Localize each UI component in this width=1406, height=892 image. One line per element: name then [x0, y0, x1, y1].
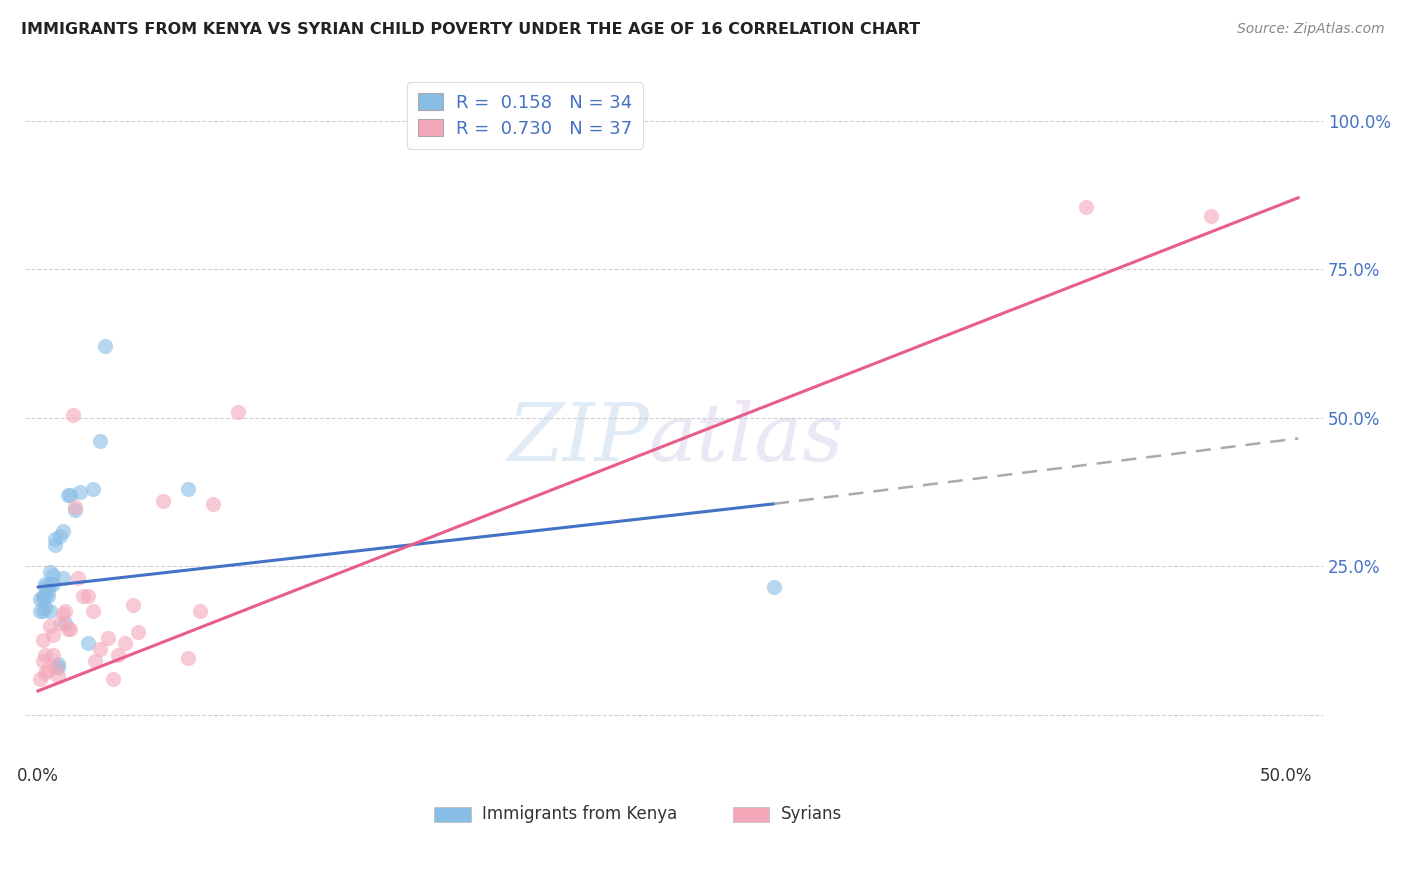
Point [82, 482, 104, 496]
Point [97, 631, 120, 645]
Point [1074, 200, 1097, 214]
Point [34, 589, 56, 603]
Text: Source: ZipAtlas.com: Source: ZipAtlas.com [1237, 22, 1385, 37]
Point [72, 589, 94, 603]
Point [763, 580, 786, 594]
Point [52, 524, 75, 538]
Point [152, 493, 174, 508]
Point [66, 571, 89, 585]
Text: IMMIGRANTS FROM KENYA VS SYRIAN CHILD POVERTY UNDER THE AGE OF 16 CORRELATION CH: IMMIGRANTS FROM KENYA VS SYRIAN CHILD PO… [21, 22, 920, 37]
Point [44, 533, 66, 547]
Point [39, 604, 62, 618]
Point [37, 582, 59, 597]
Point [34, 600, 56, 615]
Point [56, 622, 79, 636]
Point [46, 669, 69, 683]
Point [44, 538, 66, 552]
Point [46, 657, 69, 672]
Text: ZIP: ZIP [506, 400, 648, 477]
Text: atlas: atlas [648, 400, 844, 477]
Text: Syrians: Syrians [780, 805, 842, 823]
Point [82, 604, 104, 618]
Point [1199, 209, 1222, 223]
Point [89, 434, 111, 449]
Point [39, 577, 62, 591]
Point [34, 577, 56, 591]
Point [65, 502, 87, 516]
Point [42, 577, 65, 591]
Point [46, 660, 69, 674]
Point [121, 598, 143, 612]
Point [62, 408, 84, 422]
Point [39, 618, 62, 632]
Point [127, 624, 149, 639]
Point [32, 591, 55, 606]
Point [37, 589, 59, 603]
Point [114, 636, 136, 650]
Point [37, 663, 59, 677]
Point [65, 500, 87, 514]
Point [30, 604, 52, 618]
Point [94, 339, 117, 353]
Point [32, 633, 55, 648]
Point [226, 405, 249, 419]
Point [49, 615, 72, 630]
Point [101, 672, 124, 686]
Point [76, 589, 98, 603]
Point [52, 571, 75, 585]
Point [49, 529, 72, 543]
Point [32, 654, 55, 668]
Point [42, 648, 65, 663]
Point [59, 488, 82, 502]
FancyBboxPatch shape [434, 807, 471, 822]
Legend: R =  0.158   N = 34, R =  0.730   N = 37: R = 0.158 N = 34, R = 0.730 N = 37 [408, 82, 643, 148]
Point [55, 615, 77, 630]
Point [32, 589, 55, 603]
Point [176, 482, 198, 496]
Point [30, 591, 52, 606]
Point [76, 636, 98, 650]
Point [69, 484, 91, 499]
Point [39, 565, 62, 579]
Point [42, 568, 65, 582]
Point [34, 580, 56, 594]
Point [42, 627, 65, 641]
Text: Immigrants from Kenya: Immigrants from Kenya [482, 805, 678, 823]
Point [59, 622, 82, 636]
Point [32, 604, 55, 618]
Point [89, 642, 111, 657]
Point [201, 497, 224, 511]
Point [84, 654, 107, 668]
Point [188, 604, 211, 618]
Point [34, 666, 56, 681]
Point [107, 648, 129, 663]
Point [30, 672, 52, 686]
Point [44, 660, 66, 674]
Point [56, 488, 79, 502]
Point [34, 648, 56, 663]
Point [55, 604, 77, 618]
FancyBboxPatch shape [733, 807, 769, 822]
Point [176, 651, 198, 665]
Point [52, 607, 75, 621]
